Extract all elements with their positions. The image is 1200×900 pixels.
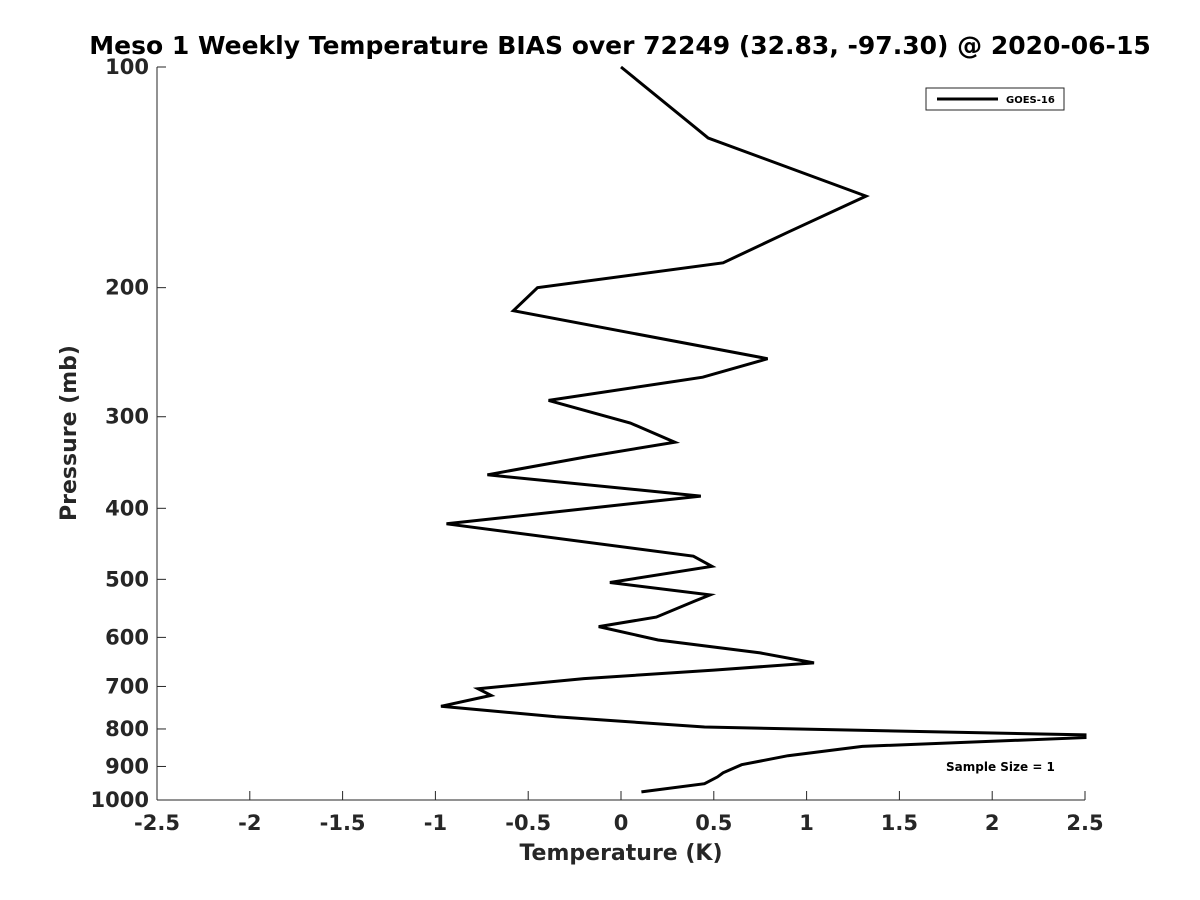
- x-tick-label: -0.5: [505, 811, 551, 835]
- y-tick-label: 300: [105, 405, 149, 429]
- x-tick-label: 0: [614, 811, 629, 835]
- x-tick-label: -1: [424, 811, 447, 835]
- y-tick-label: 200: [105, 276, 149, 300]
- y-tick-label: 400: [105, 496, 149, 520]
- x-tick-label: 2.5: [1066, 811, 1103, 835]
- legend: GOES-16: [925, 87, 1065, 111]
- x-tick-label: -1.5: [320, 811, 366, 835]
- y-tick-label: 800: [105, 717, 149, 741]
- x-tick-label: -2: [238, 811, 261, 835]
- y-tick-label: 700: [105, 674, 149, 698]
- y-tick-label: 600: [105, 625, 149, 649]
- legend-label: GOES-16: [1006, 95, 1055, 106]
- x-axis-label: Temperature (K): [519, 841, 722, 866]
- chart-title: Meso 1 Weekly Temperature BIAS over 7224…: [89, 31, 1150, 60]
- y-axis-label: Pressure (mb): [57, 345, 82, 521]
- x-tick-label: 2: [985, 811, 1000, 835]
- x-ticks: -2.5 -2 -1.5 -1 -0.5 0 0.5 1 1.5 2 2.5: [134, 791, 1104, 835]
- x-tick-label: 1.5: [881, 811, 918, 835]
- x-tick-label: 1: [799, 811, 814, 835]
- sample-size-annotation: Sample Size = 1: [946, 760, 1055, 774]
- series-line-goes-16: [440, 65, 1087, 794]
- y-tick-label: 1000: [91, 788, 149, 812]
- y-tick-label: 500: [105, 567, 149, 591]
- y-ticks: 100 200 300 400 500 600 700 800 900 1000: [91, 55, 166, 812]
- y-tick-label: 100: [105, 55, 149, 79]
- plot-area: -2.5 -2 -1.5 -1 -0.5 0 0.5 1 1.5 2 2.5 100 200 300 40…: [91, 55, 1104, 835]
- y-tick-label: 900: [105, 754, 149, 778]
- x-tick-label: 0.5: [695, 811, 732, 835]
- x-tick-label: -2.5: [134, 811, 180, 835]
